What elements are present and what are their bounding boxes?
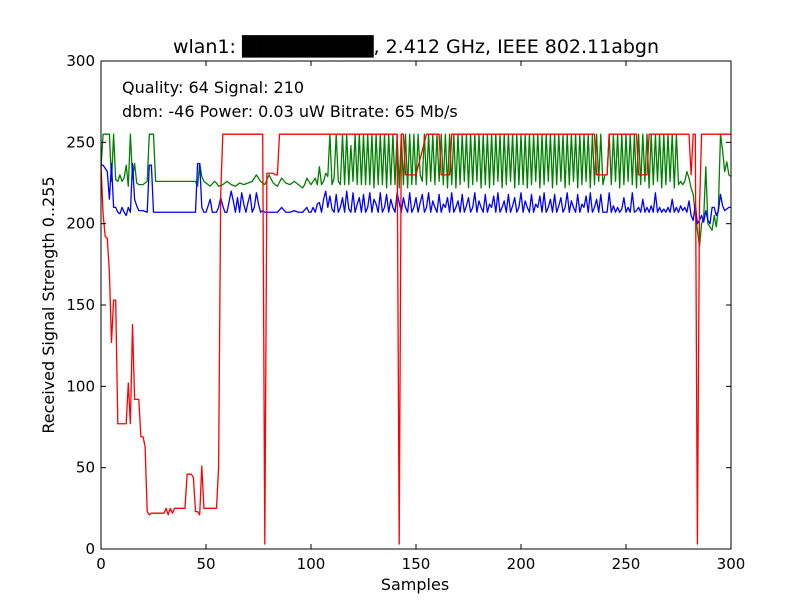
y-tick-label: 50	[76, 459, 95, 477]
x-tick-label: 200	[507, 555, 536, 573]
annotation-quality: Quality: 64 Signal: 210	[122, 78, 304, 97]
chart-title: wlan1: █████████, 2.412 GHz, IEEE 802.11…	[173, 35, 659, 58]
y-tick-label: 200	[66, 215, 95, 233]
x-tick-label: 100	[297, 555, 326, 573]
x-tick-label: 150	[402, 555, 431, 573]
series-line-2	[100, 133, 731, 545]
ticks-layer: 0 50 100 150 200 250 300 0 50 100 150 200 250 300	[66, 52, 745, 573]
x-tick-label: 0	[96, 555, 106, 573]
x-tick-label: 250	[612, 555, 641, 573]
series-line-1	[101, 162, 731, 225]
y-tick-label: 300	[66, 52, 95, 70]
x-tick-label: 50	[196, 555, 215, 573]
y-axis-label: Received Signal Strength 0..255	[39, 176, 58, 433]
y-tick-label: 250	[66, 133, 95, 151]
x-axis-label: Samples	[381, 575, 449, 594]
series-line-0	[100, 133, 732, 248]
y-tick-label: 0	[85, 540, 95, 558]
series-layer	[100, 133, 732, 545]
x-tick-label: 300	[717, 555, 746, 573]
y-tick-label: 100	[66, 377, 95, 395]
annotation-bitrate: dbm: -46 Power: 0.03 uW Bitrate: 65 Mb/s	[122, 102, 458, 121]
y-tick-label: 150	[66, 296, 95, 314]
